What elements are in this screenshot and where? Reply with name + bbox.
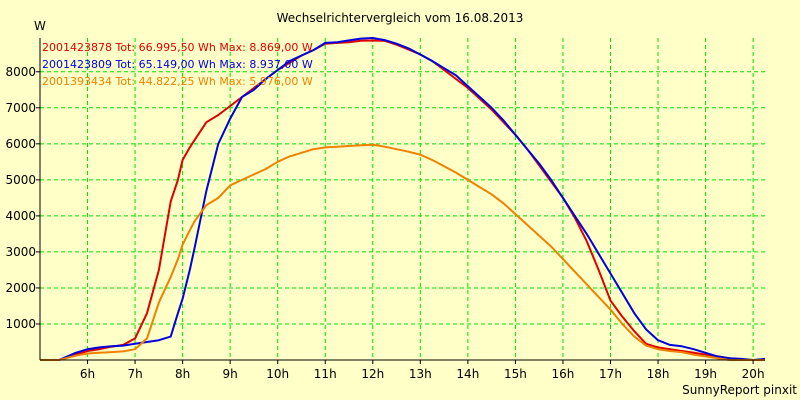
legend-entry-2001423878: 2001423878 Tot: 66.995,50 Wh Max: 8.869,… bbox=[42, 41, 313, 54]
y-tick-label-4: 5000 bbox=[5, 173, 36, 187]
x-tick-label-4: 10h bbox=[266, 367, 289, 381]
y-axis-label: W bbox=[34, 19, 46, 33]
series-line-2 bbox=[40, 143, 765, 361]
series-lines bbox=[40, 37, 766, 361]
x-tick-labels: 6h 7h 8h 9h 10h 11h 12h 13h 14h 15h 16h 17h 18h 19h 20… bbox=[80, 367, 765, 381]
x-tick-label-14: 20h bbox=[742, 367, 765, 381]
y-tick-label-1: 2000 bbox=[5, 281, 36, 295]
legend-entry-2001393434: 2001393434 Tot: 44.822,25 Wh Max: 5.976,… bbox=[42, 75, 313, 88]
footer-credit: SunnyReport pinxit bbox=[682, 383, 797, 397]
x-tick-label-3: 9h bbox=[223, 367, 238, 381]
chart-title: Wechselrichtervergleich vom 16.08.2013 bbox=[277, 11, 524, 25]
x-tick-label-0: 6h bbox=[80, 367, 95, 381]
legend: 2001423878 Tot: 66.995,50 Wh Max: 8.869,… bbox=[42, 41, 313, 88]
series-line-1 bbox=[40, 37, 766, 361]
x-tick-label-7: 13h bbox=[409, 367, 432, 381]
grid bbox=[40, 38, 765, 360]
x-tick-label-2: 8h bbox=[175, 367, 190, 381]
y-tick-label-6: 7000 bbox=[5, 101, 36, 115]
x-tick-label-6: 12h bbox=[361, 367, 384, 381]
x-tick-label-5: 11h bbox=[314, 367, 337, 381]
x-tick-label-1: 7h bbox=[127, 367, 142, 381]
x-tick-label-13: 19h bbox=[694, 367, 717, 381]
axes bbox=[36, 38, 765, 364]
y-tick-labels: 1000 2000 3000 4000 5000 6000 7000 8000 bbox=[5, 65, 36, 331]
x-tick-label-9: 15h bbox=[504, 367, 527, 381]
legend-entry-2001423809: 2001423809 Tot: 65.149,00 Wh Max: 8.937,… bbox=[42, 58, 313, 71]
y-tick-label-0: 1000 bbox=[5, 317, 36, 331]
y-tick-label-3: 4000 bbox=[5, 209, 36, 223]
x-tick-label-8: 14h bbox=[456, 367, 479, 381]
x-tick-label-11: 17h bbox=[599, 367, 622, 381]
y-tick-label-2: 3000 bbox=[5, 245, 36, 259]
x-tick-label-10: 16h bbox=[552, 367, 575, 381]
y-tick-label-5: 6000 bbox=[5, 137, 36, 151]
y-tick-label-7: 8000 bbox=[5, 65, 36, 79]
x-tick-label-12: 18h bbox=[647, 367, 670, 381]
